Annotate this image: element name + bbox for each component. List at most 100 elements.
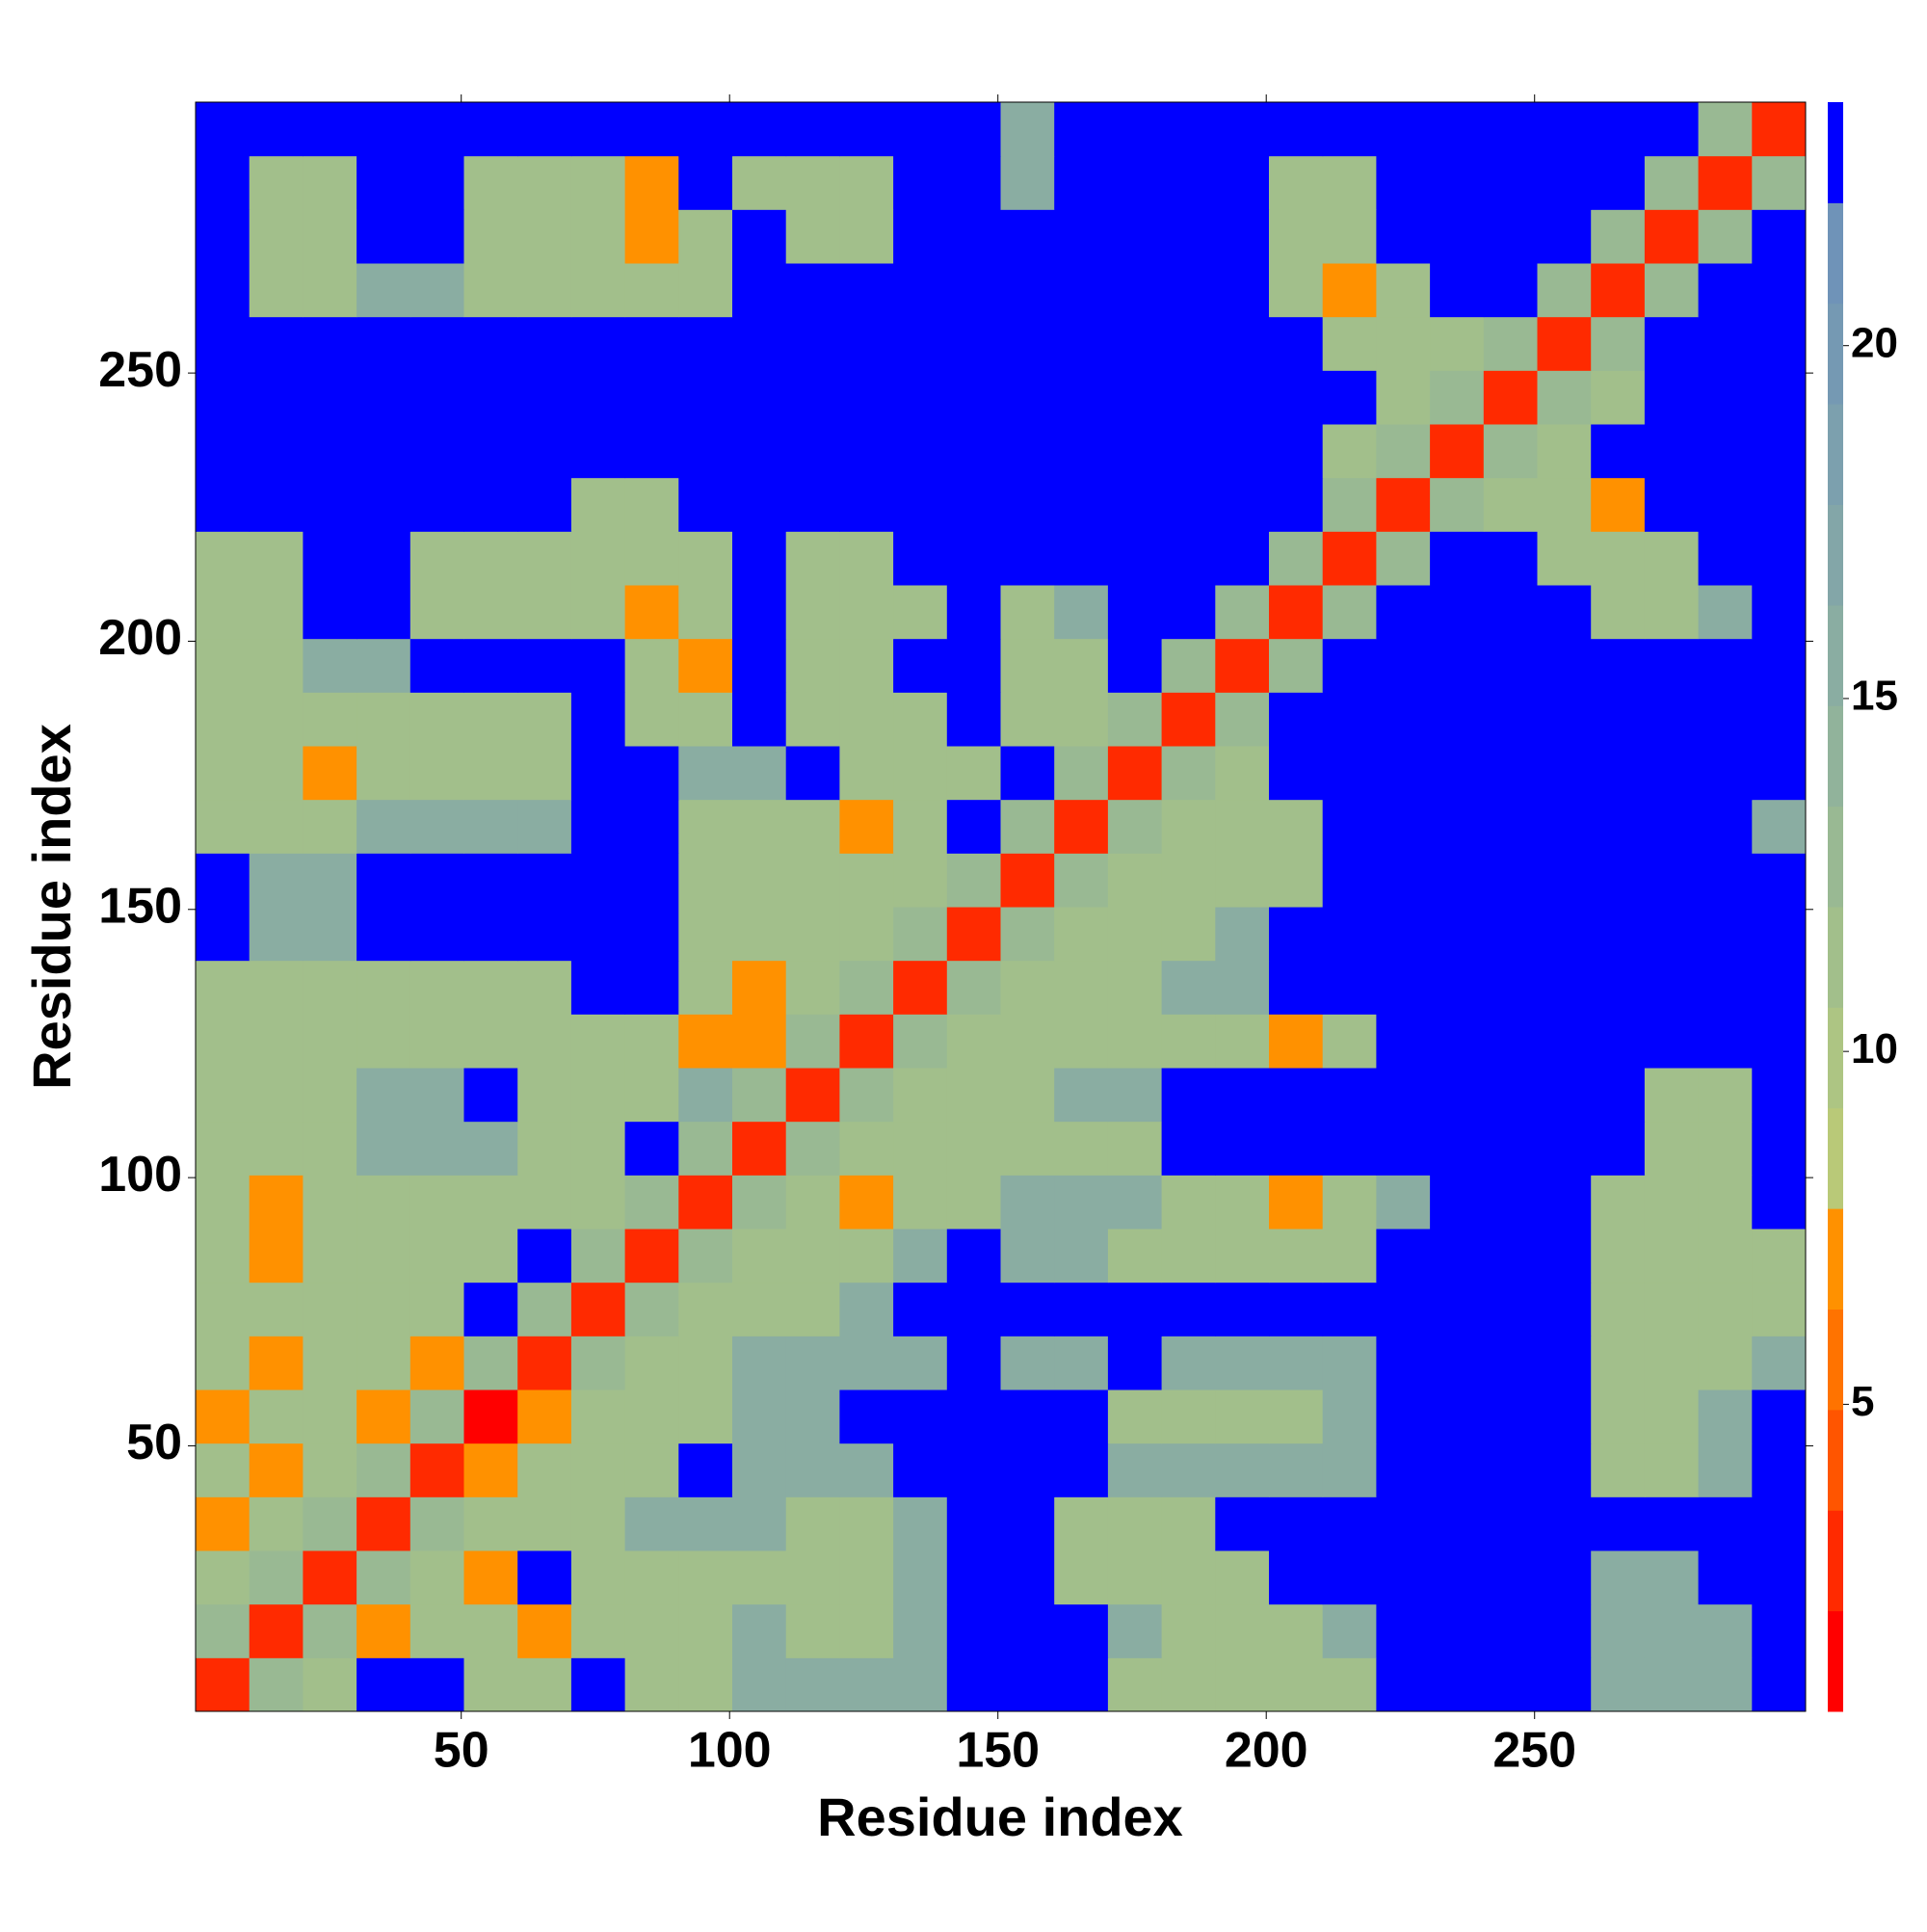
heatmap-cell (946, 1496, 1001, 1551)
heatmap-cell (1376, 585, 1431, 640)
heatmap-cell (1269, 531, 1324, 586)
heatmap-cell (463, 1121, 518, 1176)
heatmap-cell (1537, 263, 1592, 318)
heatmap-cell (1537, 316, 1592, 371)
heatmap-cell (732, 1229, 787, 1284)
heatmap-cell (732, 370, 787, 425)
colorbar-band (1828, 504, 1843, 606)
heatmap-cell (356, 692, 411, 747)
heatmap-cell (893, 209, 948, 264)
heatmap-cell (463, 1068, 518, 1123)
heatmap-cell (463, 638, 518, 693)
heatmap-cell (1483, 853, 1538, 908)
heatmap-cell (1537, 1121, 1592, 1176)
heatmap-cell (1269, 638, 1324, 693)
heatmap-cell (1322, 799, 1377, 854)
heatmap-cell (356, 1336, 411, 1390)
heatmap-cell (570, 316, 626, 371)
heatmap-cell (678, 1068, 733, 1123)
heatmap-cell (785, 1229, 840, 1284)
heatmap-cell (249, 960, 304, 1015)
heatmap-cell (196, 1175, 251, 1230)
heatmap-cell (1483, 102, 1538, 157)
heatmap-cell (517, 1014, 572, 1069)
heatmap-cell (1269, 692, 1324, 747)
heatmap-cell (839, 1442, 894, 1497)
heatmap-cell (1483, 1121, 1538, 1176)
heatmap-cell (732, 692, 787, 747)
heatmap-cell (570, 746, 626, 801)
heatmap-cell (839, 638, 894, 693)
heatmap-cell (839, 1282, 894, 1337)
heatmap-cell (1430, 155, 1485, 210)
heatmap-cell (1752, 209, 1807, 264)
colorbar-tick-label: 20 (1851, 319, 1898, 366)
heatmap-cell (1537, 1603, 1592, 1658)
heatmap-cell (1107, 1121, 1163, 1176)
heatmap-cell (1107, 477, 1163, 532)
heatmap-cell (1322, 907, 1377, 962)
heatmap-cell (1215, 424, 1270, 479)
heatmap-cell (1054, 960, 1109, 1015)
heatmap-cell (463, 209, 518, 264)
heatmap-cell (678, 746, 733, 801)
heatmap-cell (356, 1175, 411, 1230)
heatmap-cell (732, 799, 787, 854)
heatmap-cell (1752, 1442, 1807, 1497)
heatmap-cell (1322, 960, 1377, 1015)
y-axis-title: Residue index (21, 724, 82, 1090)
heatmap-cell (1376, 1121, 1431, 1176)
heatmap-cell (409, 316, 464, 371)
heatmap-cell (839, 1657, 894, 1712)
heatmap-cell (570, 1175, 626, 1230)
heatmap-cell (624, 692, 679, 747)
heatmap-cell (624, 1175, 679, 1230)
heatmap-cell (356, 960, 411, 1015)
heatmap-cell (1644, 531, 1700, 586)
heatmap-cell (893, 692, 948, 747)
heatmap-cell (1000, 531, 1055, 586)
colorbar-band (1828, 1309, 1843, 1411)
heatmap-cell (1215, 1496, 1270, 1551)
heatmap-cell (1752, 960, 1807, 1015)
heatmap-cell (196, 531, 251, 586)
heatmap-cell (196, 209, 251, 264)
heatmap-cell (1537, 746, 1592, 801)
heatmap-cell (1054, 746, 1109, 801)
heatmap-cell (624, 424, 679, 479)
heatmap-cell (249, 1282, 304, 1337)
heatmap-cell (785, 1014, 840, 1069)
heatmap-cell (1644, 1657, 1700, 1712)
heatmap-cell (732, 1068, 787, 1123)
heatmap-cell (946, 477, 1001, 532)
heatmap-cell (1269, 209, 1324, 264)
heatmap-cell (356, 585, 411, 640)
heatmap-cell (1269, 799, 1324, 854)
heatmap-cell (517, 155, 572, 210)
heatmap-cell (1698, 638, 1753, 693)
colorbar-band (1828, 404, 1843, 505)
heatmap-cell (303, 209, 357, 264)
heatmap-cell (678, 477, 733, 532)
heatmap-cell (1322, 1014, 1377, 1069)
heatmap-cell (839, 316, 894, 371)
heatmap-cell (356, 1389, 411, 1444)
heatmap-cell (196, 746, 251, 801)
heatmap-cell (678, 531, 733, 586)
heatmap-cell (1591, 585, 1646, 640)
heatmap-cell (1483, 316, 1538, 371)
heatmap-cell (1591, 746, 1646, 801)
heatmap-cell (785, 907, 840, 962)
heatmap-cell (1591, 155, 1646, 210)
heatmap-cell (1269, 853, 1324, 908)
heatmap-cell (1591, 1068, 1646, 1123)
heatmap-cell (1161, 1014, 1216, 1069)
heatmap-cell (303, 907, 357, 962)
heatmap-cell (356, 263, 411, 318)
heatmap-cell (785, 638, 840, 693)
heatmap-cell (409, 692, 464, 747)
heatmap-cell (1644, 853, 1700, 908)
heatmap-cell (839, 531, 894, 586)
heatmap-cell (1376, 102, 1431, 157)
